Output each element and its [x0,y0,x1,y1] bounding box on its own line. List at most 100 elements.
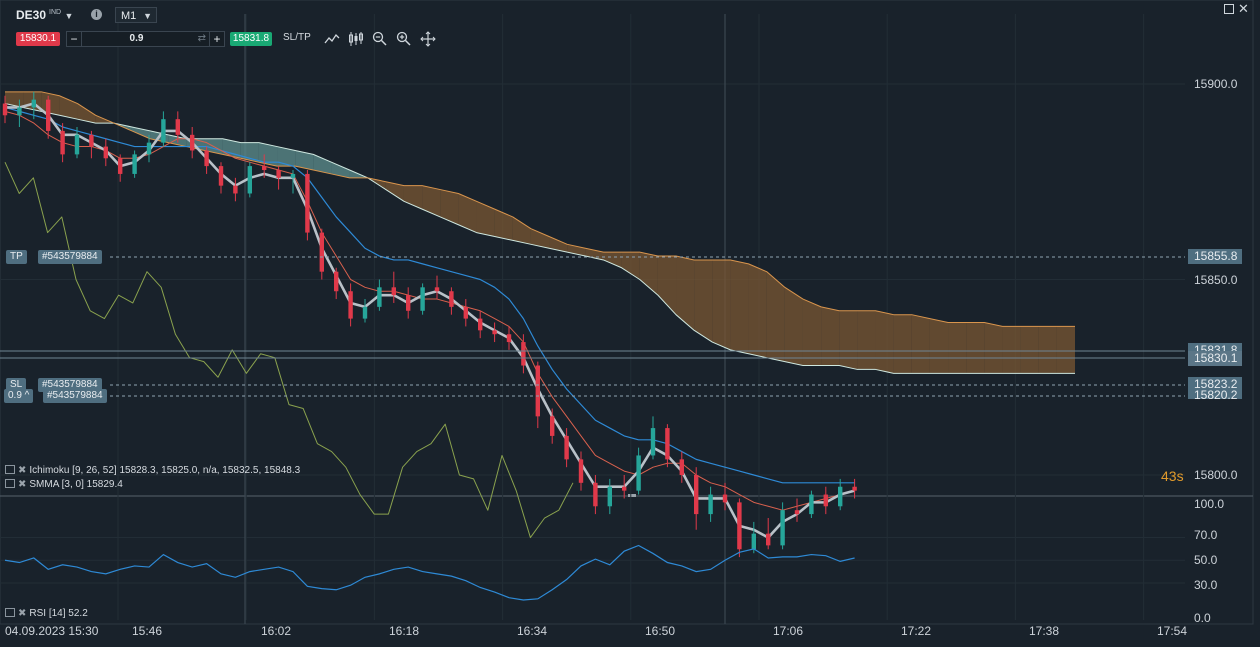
sl-tag[interactable]: SL [6,378,27,392]
price-tick: 15800.0 [1194,468,1238,482]
remove-icon[interactable]: ✖ [18,608,27,619]
tp-tag[interactable]: TP [6,250,27,264]
cloud-segment [277,146,296,167]
candle-body [420,287,425,311]
cloud-segment [567,244,586,257]
cloud-segment [476,201,495,237]
ichimoku-legend[interactable]: ✖ Ichimoku [9, 26, 52] 15828.3, 15825.0, … [5,465,300,476]
settings-icon[interactable] [5,465,15,474]
time-tick: 17:54 [1157,624,1188,638]
zoom-in-icon[interactable] [395,30,413,48]
candle [391,271,396,303]
rsi-tick: 50.0 [1194,553,1218,567]
candle-body [2,103,8,116]
symbol-selector[interactable]: DE30 IND ▼ [16,8,73,22]
candle [506,326,512,350]
senkou-b-line [5,91,1075,327]
close-icon[interactable]: ✕ [1238,1,1249,16]
candle-body [262,166,267,171]
tp-label: TP [10,251,23,262]
time-tick: 16:18 [389,624,420,638]
candles-icon[interactable] [347,30,365,48]
candle-body [290,173,296,178]
plot-frame [0,0,1254,625]
cloud-segment [639,252,658,296]
sltp-button[interactable]: SL/TP [283,32,311,43]
remove-icon[interactable]: ✖ [18,479,27,490]
candle [708,486,713,522]
candle-body [780,510,785,546]
candle [838,478,843,511]
info-icon[interactable]: i [91,9,102,20]
cloud-segment [893,314,912,374]
candle [406,287,411,319]
candle-body [722,494,728,503]
candle [334,267,339,300]
cloud-segment [911,314,930,374]
quantity-stepper[interactable]: − 0.9 ⇄ + [66,31,225,47]
candle-body [823,494,828,507]
candle [218,162,224,194]
candle [722,482,728,511]
candle-body [103,146,108,159]
candle-body [550,416,555,436]
decrease-button[interactable]: − [67,32,82,46]
candle [535,361,540,429]
sl-order-tag: #543579884 [38,378,102,392]
rsi-legend[interactable]: ✖ RSI [14] 52.2 [5,608,88,619]
candle-body [694,475,699,515]
cloud-segment [966,322,985,374]
candle-body [622,486,627,491]
increase-button[interactable]: + [209,32,224,46]
candle [146,134,152,163]
cloud-segment [1002,326,1021,374]
rsi-tick: 70.0 [1194,528,1218,542]
candle [46,95,51,139]
settings-icon[interactable] [5,479,15,488]
candle-body [362,306,368,319]
cloud-segment [549,236,568,253]
line-chart-icon[interactable] [323,30,341,48]
candle [377,279,382,311]
candle-body [276,170,281,178]
time-tick: 16:02 [261,624,292,638]
remove-icon[interactable]: ✖ [18,465,27,476]
smma-legend-text: SMMA [3, 0] 15829.4 [29,479,123,490]
smma-line [5,102,855,539]
candle [578,451,584,491]
candle-body [406,295,411,311]
settings-icon[interactable] [5,608,15,617]
timeframe-dropdown[interactable]: M1 ▼ [115,7,157,23]
buy-price-button[interactable]: 15831.8 [230,32,272,46]
crosshair-move-icon[interactable] [419,30,437,48]
swap-icon[interactable]: ⇄ [197,33,206,44]
quantity-input[interactable]: 0.9 [129,33,144,44]
candle [823,486,828,515]
candle [362,299,368,323]
smma-legend[interactable]: ✖ SMMA [3, 0] 15829.4 [5,479,123,490]
sell-price-button[interactable]: 15830.1 [16,32,60,46]
maximize-icon[interactable] [1224,4,1234,14]
candle [89,130,94,159]
trade-lines [0,256,1185,397]
zoom-out-icon[interactable] [371,30,389,48]
candle-body [89,134,94,147]
cloud-segment [5,91,24,108]
cloud-segment [313,154,332,174]
candle [190,127,195,159]
panel-resize-handle [628,494,636,497]
candle [305,170,310,241]
time-tick: 15:46 [132,624,163,638]
ask-price-tag: 15831.8 [1188,343,1243,352]
rsi-panel [4,544,855,601]
time-tick: 17:06 [773,624,804,638]
candle-body [305,173,310,233]
chevron-up-icon: ^ [21,390,30,401]
candle [794,498,800,522]
candle [2,95,8,124]
cloud-segment [821,306,840,366]
candle-body [118,158,123,174]
position-qty-tag[interactable]: 0.9 ^ [4,389,34,403]
cloud-segment [440,189,459,225]
